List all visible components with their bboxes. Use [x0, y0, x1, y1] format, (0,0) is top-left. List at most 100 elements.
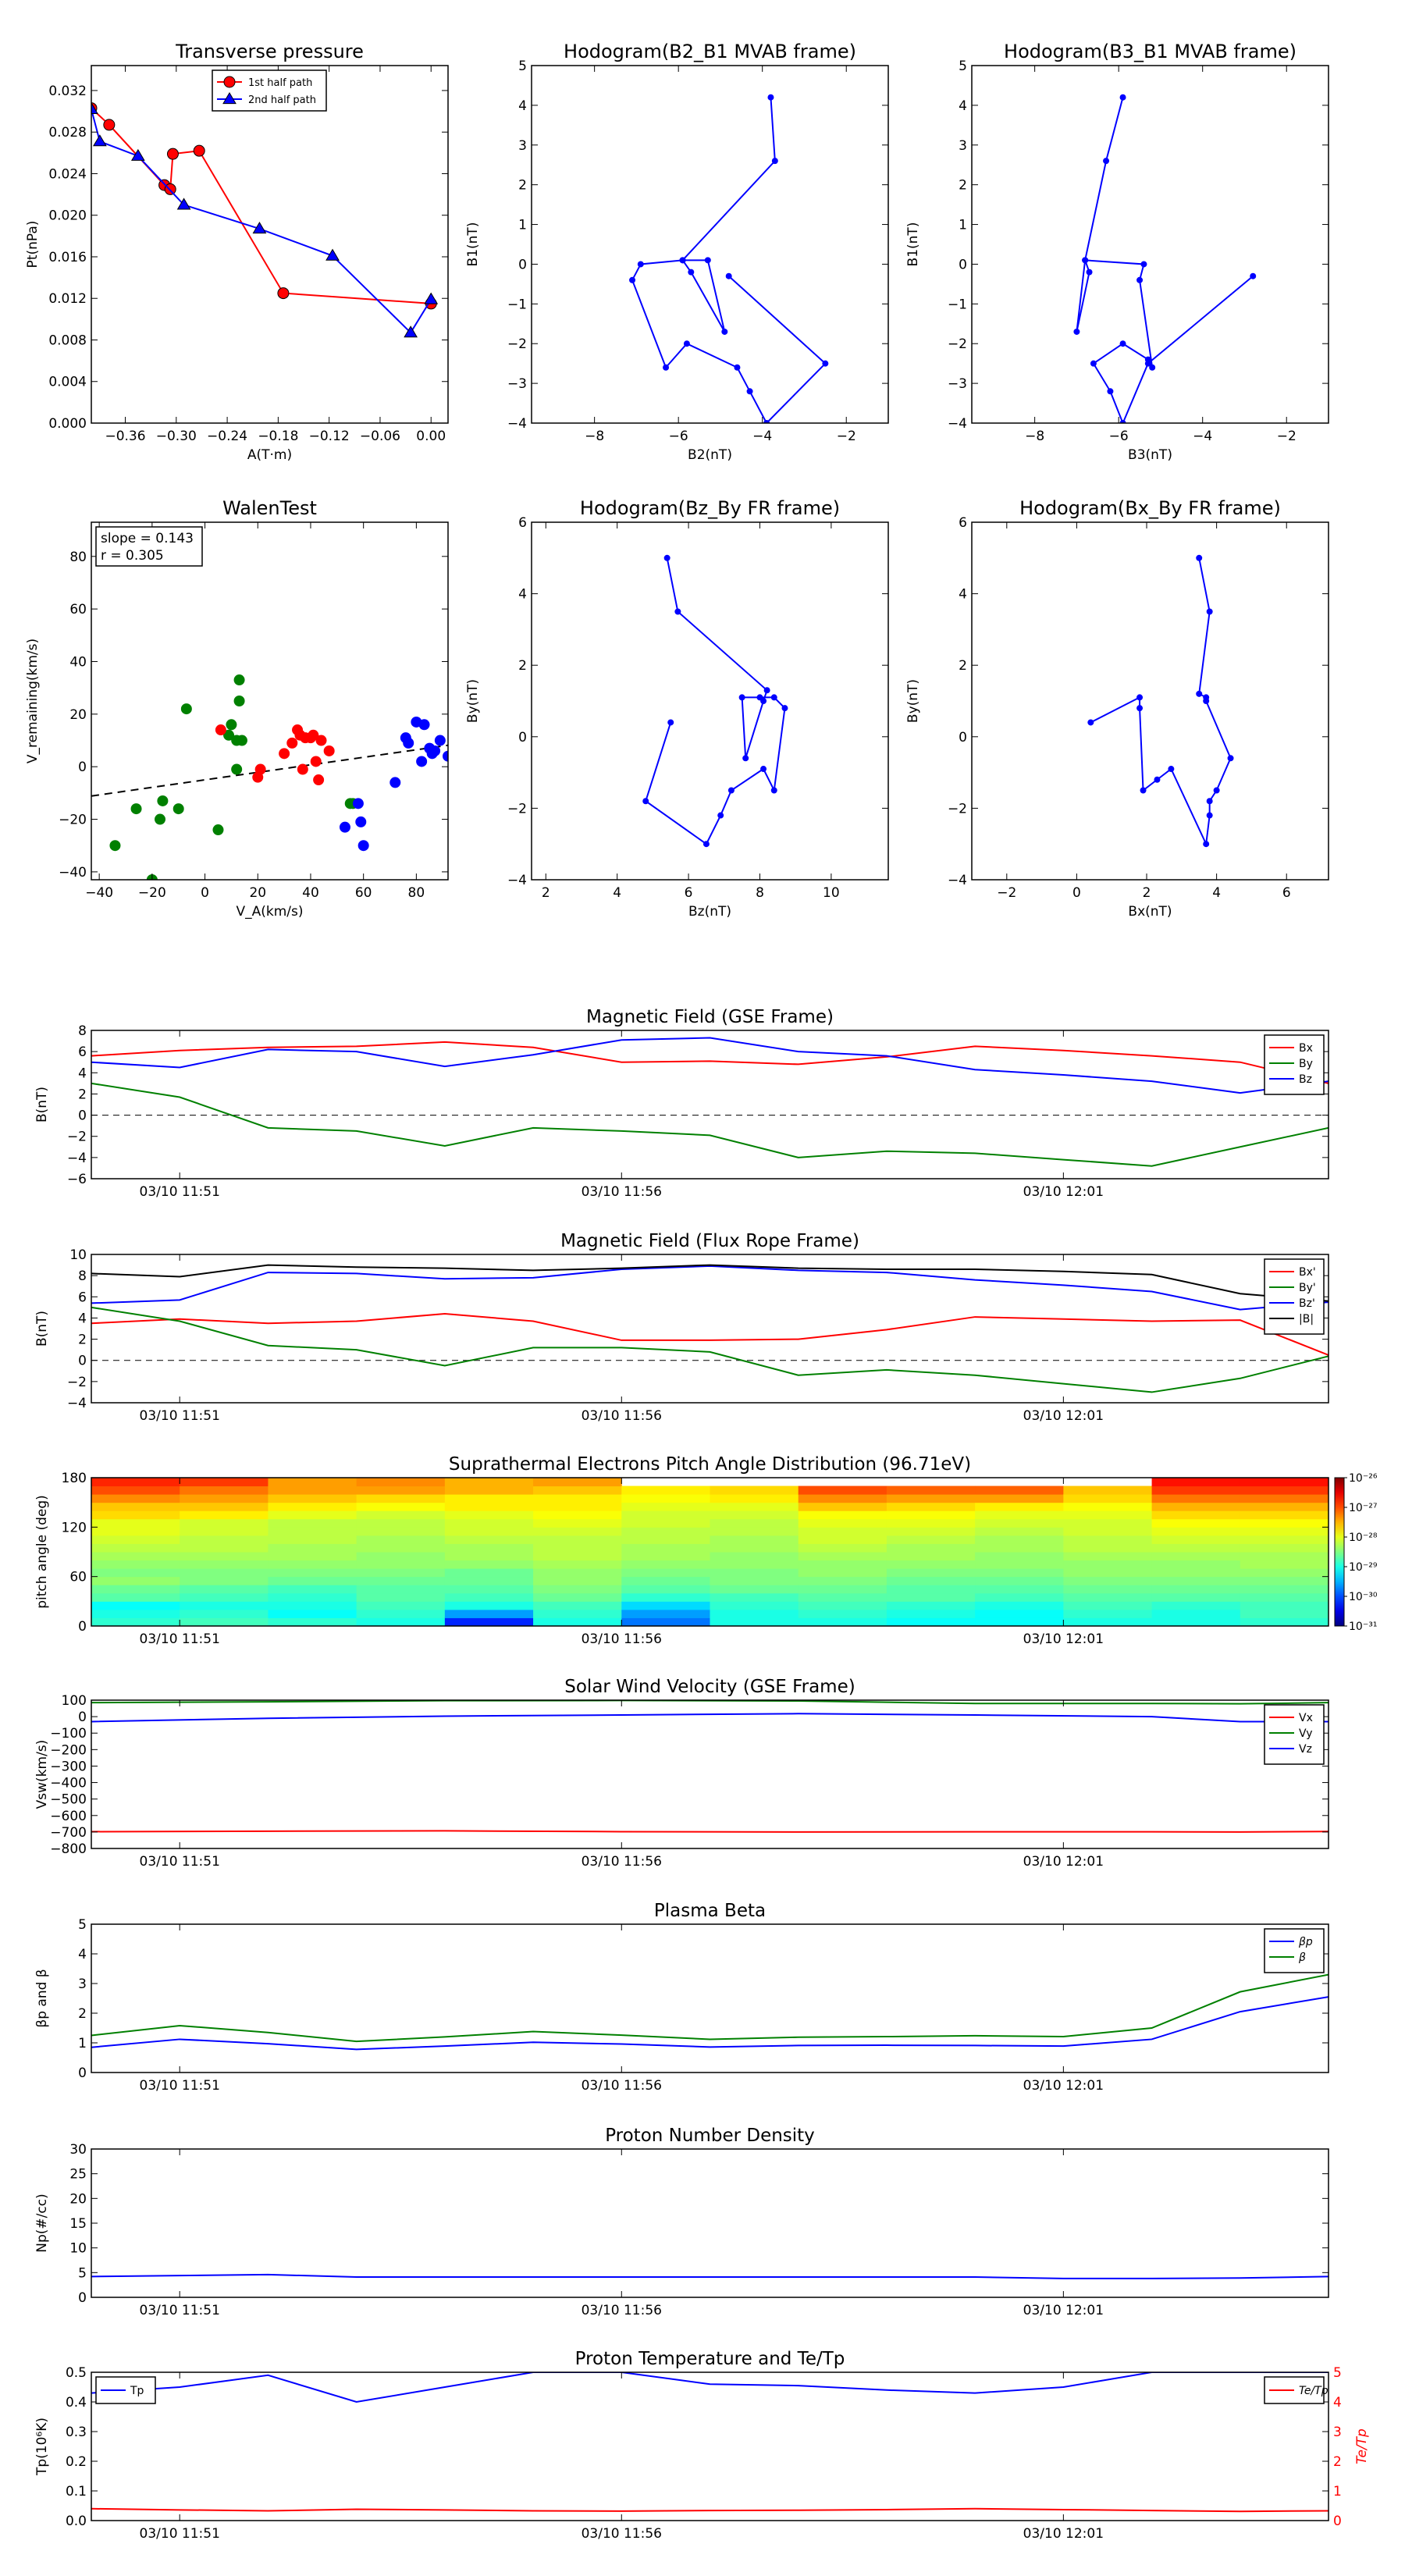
plot-area	[91, 1700, 1329, 1833]
chart-title: Hodogram(Bz_By FR frame)	[580, 497, 840, 519]
y-tick-label: 0	[78, 1108, 87, 1124]
y-tick-label: 0	[959, 730, 967, 745]
data-point	[717, 812, 724, 819]
heatmap-cell	[798, 1494, 887, 1503]
heatmap-cell	[621, 1518, 710, 1528]
heatmap-cell	[91, 1478, 180, 1487]
heatmap-cell	[1063, 1592, 1153, 1602]
heatmap-cell	[1063, 1552, 1153, 1561]
scatter-point	[352, 798, 364, 809]
heatmap-cell	[1063, 1510, 1153, 1520]
scatter-point	[403, 737, 414, 749]
heatmap-cell	[533, 1510, 622, 1520]
y-tick-label: −4	[507, 416, 527, 432]
data-point	[1140, 261, 1147, 268]
annotation-text: slope = 0.143	[101, 531, 194, 546]
heatmap-cell	[1240, 1552, 1329, 1561]
y-tick-label: 4	[78, 1311, 87, 1326]
heatmap-cell	[621, 1502, 710, 1511]
heatmap-cell	[798, 1535, 887, 1544]
heatmap-cell	[356, 1527, 446, 1536]
legend-marker	[223, 76, 236, 88]
y-tick-label: −400	[50, 1776, 87, 1791]
heatmap-cell	[886, 1585, 976, 1594]
heatmap-cell	[533, 1485, 622, 1495]
x-tick-label: −2	[997, 885, 1016, 901]
legend-label: βp	[1298, 1936, 1313, 1948]
y-tick-label: −4	[948, 416, 967, 432]
heatmap-cell	[91, 1485, 180, 1495]
data-point	[130, 148, 145, 161]
x-tick-label: 60	[355, 885, 372, 901]
scatter-point	[215, 724, 226, 736]
data-point	[1087, 719, 1094, 726]
heatmap-cell	[356, 1585, 446, 1594]
x-tick-label: 03/10 11:56	[582, 1854, 662, 1870]
heatmap-cell	[710, 1485, 799, 1495]
heatmap-cell	[356, 1568, 446, 1578]
series-line-Bx	[91, 1312, 1329, 1356]
heatmap-cell	[1240, 1601, 1329, 1610]
y-tick-label: 0	[78, 760, 87, 775]
heatmap-cell	[975, 1552, 1064, 1561]
y-tick-label: −40	[59, 865, 87, 881]
heatmap-cell	[1240, 1494, 1329, 1503]
scatter-point	[355, 816, 367, 827]
y-tick-label: 0.5	[66, 2365, 87, 2381]
scatter-point	[323, 745, 335, 756]
heatmap-cell	[444, 1527, 534, 1536]
y-axis-label: B1(nT)	[465, 222, 481, 267]
x-tick-label: −4	[752, 429, 772, 444]
y-tick-label: −300	[50, 1759, 87, 1774]
heatmap-cell	[1151, 1585, 1241, 1594]
x-tick-label: −2	[837, 429, 856, 444]
x-tick-label: 03/10 11:51	[140, 1854, 220, 1870]
heatmap-cell	[1063, 1560, 1153, 1569]
y-tick-label: 25	[69, 2167, 87, 2183]
heatmap-cell	[91, 1494, 180, 1503]
heatmap-cell	[533, 1494, 622, 1503]
heatmap-cell	[798, 1502, 887, 1511]
heatmap-cell	[886, 1543, 976, 1553]
heatmap-cell	[1151, 1576, 1241, 1585]
heatmap-cell	[621, 1560, 710, 1569]
annotation-text: r = 0.305	[101, 548, 164, 564]
heatmap-cell	[1151, 1494, 1241, 1503]
y-tick-label-right: 5	[1333, 2365, 1342, 2381]
y-tick-label: 0.2	[66, 2454, 87, 2470]
heatmap-cell	[621, 1601, 710, 1610]
data-point	[642, 798, 649, 805]
legend-box	[1264, 1704, 1325, 1765]
scatter-point	[315, 735, 327, 746]
heatmap-cell	[533, 1568, 622, 1578]
legend-label: Te/Tp	[1299, 2385, 1329, 2397]
heatmap-cell	[1151, 1518, 1241, 1528]
x-tick-label: 2	[542, 885, 550, 901]
data-point	[176, 197, 191, 210]
data-point	[1073, 328, 1080, 335]
series-line-Vy	[91, 1700, 1329, 1705]
x-tick-label: 03/10 12:01	[1023, 2303, 1104, 2318]
heatmap-cell	[1151, 1601, 1241, 1610]
series-line-0	[645, 557, 786, 845]
heatmap-cell	[798, 1568, 887, 1578]
heatmap-cell	[1151, 1478, 1241, 1487]
scatter-point	[357, 840, 369, 852]
y-tick-label: 6	[518, 515, 527, 531]
heatmap-cell	[621, 1585, 710, 1594]
heatmap-cell	[444, 1510, 534, 1520]
y-tick-label: 3	[959, 138, 967, 154]
chart-np: 0 5 10 15 20 25 30 03/10 11:51 03/10 11:56 03/10 …	[34, 2126, 1329, 2318]
heatmap-cell	[886, 1617, 976, 1626]
y-tick-label: 2	[78, 1332, 87, 1348]
plot-frame	[971, 65, 1329, 424]
y-tick-label: 0.1	[66, 2484, 87, 2500]
x-axis-label: V_A(km/s)	[236, 904, 303, 920]
data-point	[1136, 276, 1144, 283]
heatmap-cell	[1240, 1527, 1329, 1536]
data-point	[1103, 158, 1110, 165]
x-tick-label: −20	[138, 885, 166, 901]
heatmap-cell	[268, 1552, 357, 1561]
heatmap-cell	[533, 1535, 622, 1544]
y-tick-label: 0.008	[48, 333, 87, 348]
